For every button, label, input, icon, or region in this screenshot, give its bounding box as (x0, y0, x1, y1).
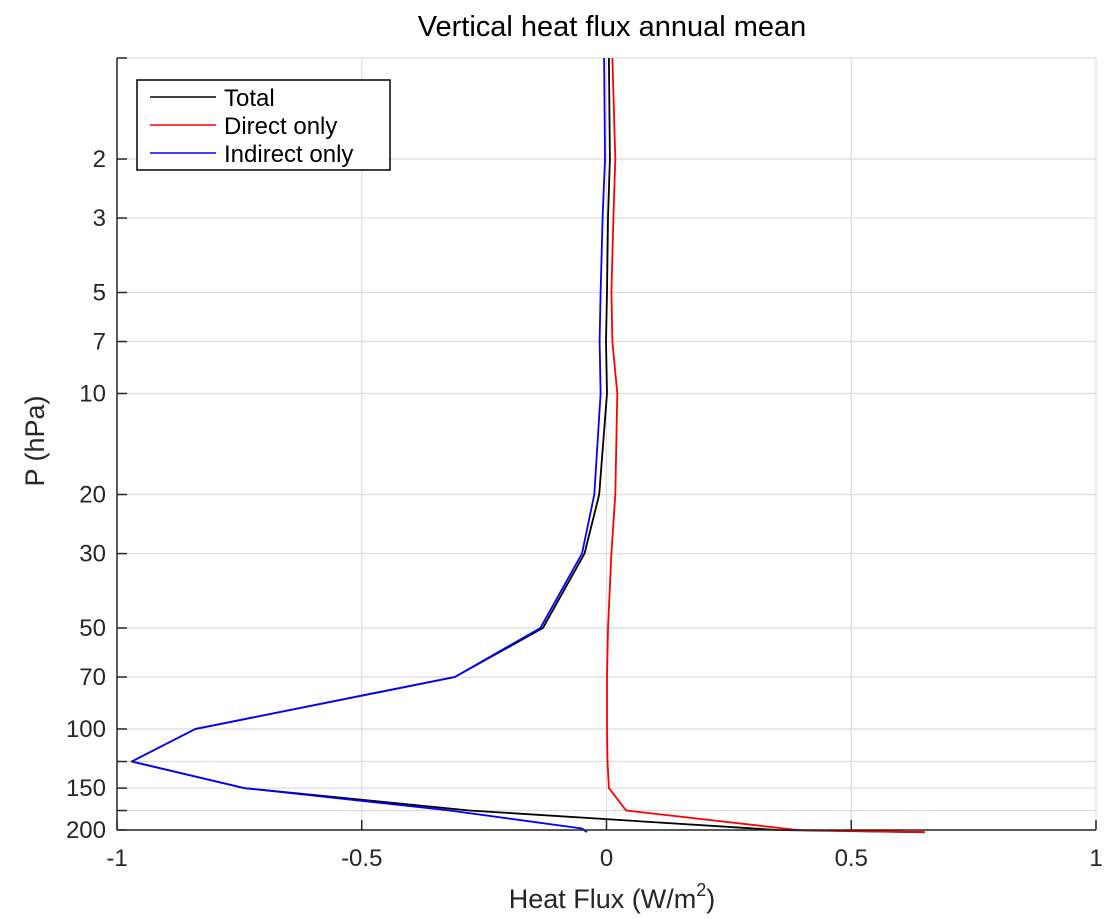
x-tick-label: 0.5 (835, 845, 868, 872)
y-tick-label: 3 (93, 205, 106, 232)
x-tick-label: -0.5 (341, 845, 382, 872)
y-axis-label: P (hPa) (20, 395, 50, 486)
y-tick-label: 150 (66, 775, 106, 802)
y-tick-label: 7 (93, 329, 106, 356)
x-tick-labels: -1 -0.5 0 0.5 1 (106, 845, 1102, 872)
series-line-total (130, 58, 925, 834)
y-tick-label: 70 (79, 664, 106, 691)
legend-label-direct: Direct only (224, 113, 337, 140)
y-tick-label: 200 (66, 817, 106, 844)
x-axis-label-superscript: 2 (696, 880, 706, 900)
chart-title: Vertical heat flux annual mean (418, 11, 807, 43)
series-line-indirect-only (130, 58, 606, 833)
y-tick-label: 100 (66, 716, 106, 743)
y-tick-labels: 2 3 5 7 10 20 30 50 70 100 150 200 (66, 146, 106, 844)
y-tick-label: 2 (93, 146, 106, 173)
y-tick-label: 20 (79, 481, 106, 508)
plot-axes (116, 57, 1097, 831)
y-tick-label: 50 (79, 615, 106, 642)
y-tick-label: 30 (79, 541, 106, 568)
legend-label-indirect: Indirect only (224, 141, 353, 168)
x-tick-label: -1 (106, 845, 127, 872)
x-axis-label: Heat Flux (W/m2) (509, 880, 716, 914)
x-axis-label-suffix: ) (706, 884, 715, 914)
x-tick-label: 0 (600, 845, 613, 872)
legend: Total Direct only Indirect only (136, 79, 391, 171)
y-tick-label: 5 (93, 280, 106, 307)
series-lines (130, 58, 925, 834)
x-tick-label: 1 (1089, 845, 1102, 872)
series-line-direct-only (606, 58, 925, 834)
y-tick-label: 10 (79, 381, 106, 408)
legend-label-total: Total (224, 85, 275, 112)
